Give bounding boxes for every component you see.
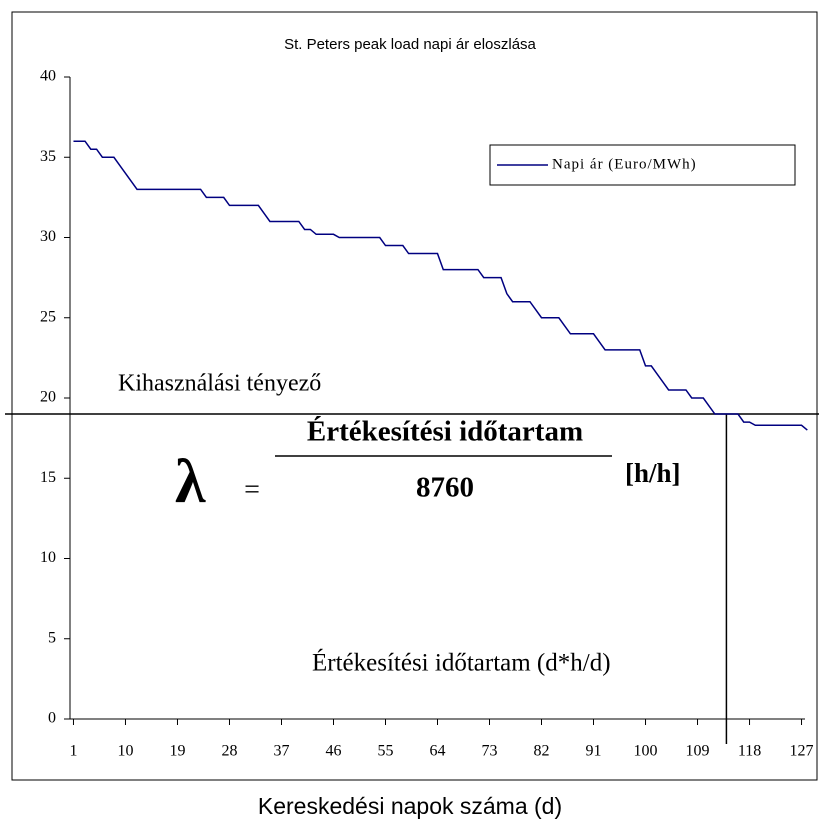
x-tick-label: 19 xyxy=(169,743,185,760)
x-axis-label: Kereskedési napok száma (d) xyxy=(258,793,562,819)
y-tick-label: 10 xyxy=(40,549,56,566)
threshold-label: Kihasználási tényező xyxy=(118,371,321,397)
chart-title: St. Peters peak load napi ár eloszlása xyxy=(284,36,536,53)
y-tick-label: 25 xyxy=(40,308,56,325)
data-line xyxy=(73,140,808,431)
y-tick-label: 40 xyxy=(40,68,56,85)
x-tick-label: 1 xyxy=(69,743,77,760)
y-tick-label: 35 xyxy=(40,148,56,165)
x-tick-label: 64 xyxy=(430,743,446,760)
x-tick-label: 55 xyxy=(377,743,393,760)
equals: = xyxy=(244,474,260,505)
unit: [h/h] xyxy=(625,458,681,488)
x-tick-label: 109 xyxy=(686,743,710,760)
denominator: 8760 xyxy=(416,472,474,504)
y-tick-label: 15 xyxy=(40,469,56,486)
x-tick-label: 37 xyxy=(273,743,289,760)
y-tick-label: 20 xyxy=(40,389,56,406)
x-tick-label: 10 xyxy=(117,743,133,760)
lambda: λ xyxy=(175,448,206,516)
x-tick-label: 82 xyxy=(534,743,550,760)
x-tick-label: 118 xyxy=(738,743,761,760)
numerator: Értékesítési időtartam xyxy=(307,415,583,448)
x-tick-label: 28 xyxy=(221,743,237,760)
y-tick-label: 30 xyxy=(40,228,56,245)
legend-label: Napi ár (Euro/MWh) xyxy=(552,156,697,172)
duration-label: Értékesítési időtartam (d*h/d) xyxy=(312,649,611,677)
chart-border xyxy=(11,11,818,781)
x-tick-label: 91 xyxy=(586,743,602,760)
y-tick-label: 5 xyxy=(48,629,56,646)
y-tick-label: 0 xyxy=(48,710,56,727)
x-tick-label: 73 xyxy=(482,743,498,760)
x-tick-label: 46 xyxy=(325,743,341,760)
x-tick-label: 127 xyxy=(790,743,814,760)
x-tick-label: 100 xyxy=(634,743,658,760)
